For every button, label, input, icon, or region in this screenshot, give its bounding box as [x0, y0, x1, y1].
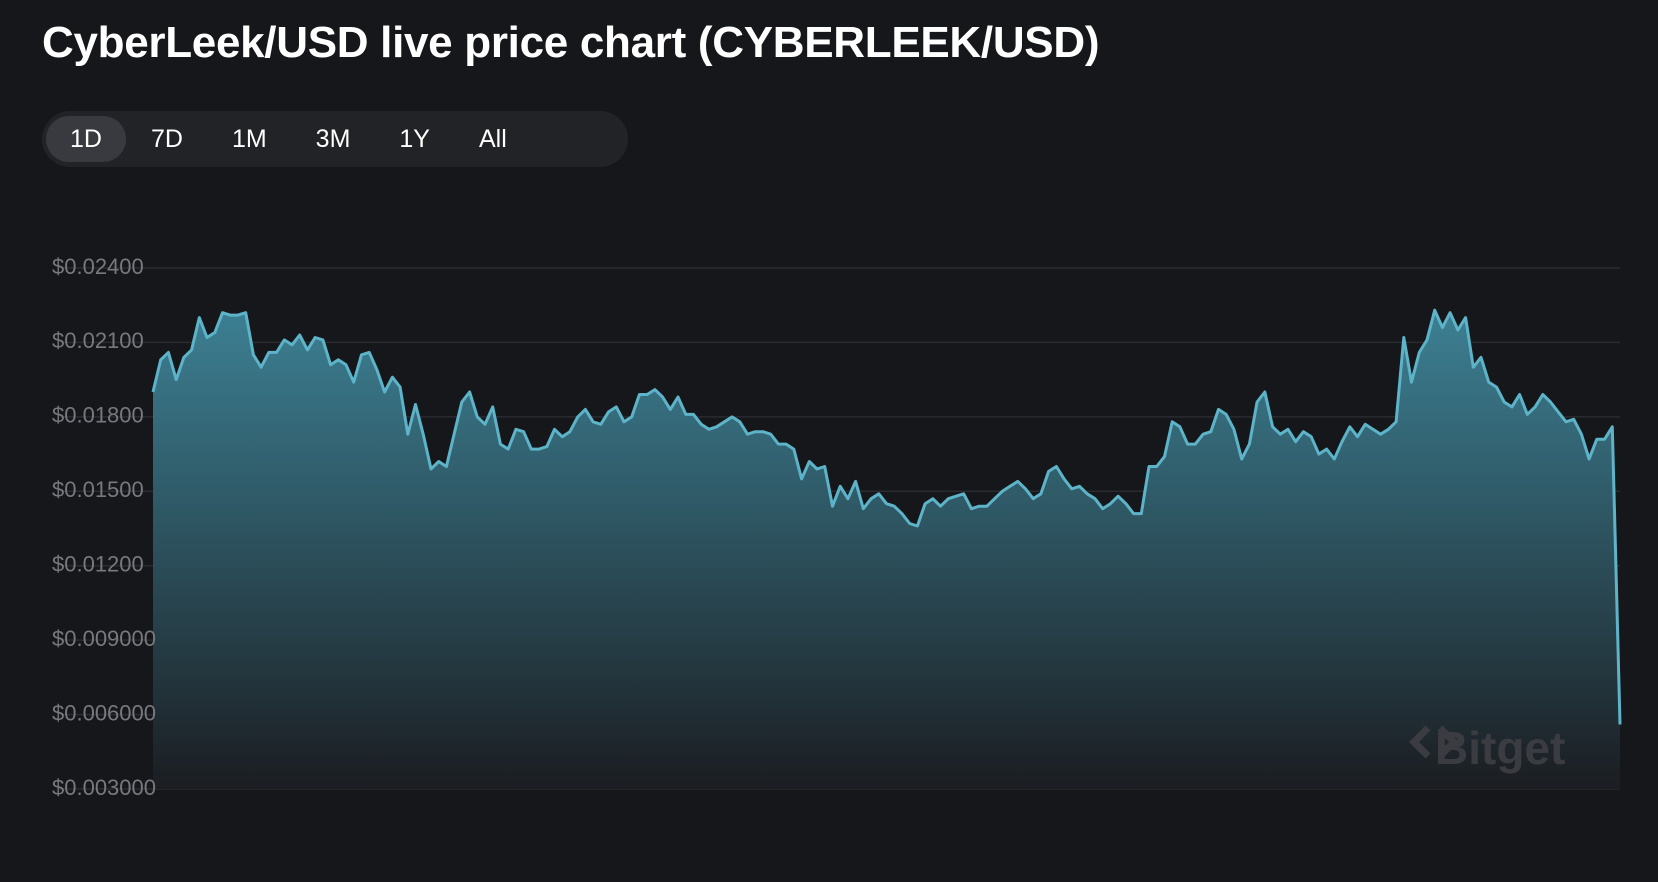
watermark-logo: [1409, 725, 1459, 759]
range-button[interactable]: All: [479, 125, 507, 153]
range-selector: 1D 7D 1M 3M 1Y All: [42, 111, 628, 167]
y-tick-label: $0.006000: [52, 700, 156, 725]
y-tick-label: $0.01200: [52, 552, 144, 577]
range-button[interactable]: 1M: [231, 125, 267, 153]
range-button[interactable]: 1Y: [399, 125, 430, 153]
y-tick-label: $0.009000: [52, 626, 156, 651]
range-button[interactable]: 7D: [150, 125, 183, 153]
price-line: [151, 308, 1622, 725]
watermark: Bitget: [1435, 722, 1565, 774]
range-button[interactable]: 1D: [46, 116, 126, 162]
y-tick-label: $0.003000: [52, 775, 156, 800]
y-tick-label: $0.02100: [52, 328, 144, 353]
range-button[interactable]: 3M: [315, 125, 351, 153]
y-tick-label: $0.01800: [52, 403, 144, 428]
y-tick-label: $0.02400: [52, 254, 144, 279]
page-title: CyberLeek/USD live price chart (CYBERLEE…: [42, 18, 1100, 67]
y-tick-label: $0.01500: [52, 477, 144, 502]
